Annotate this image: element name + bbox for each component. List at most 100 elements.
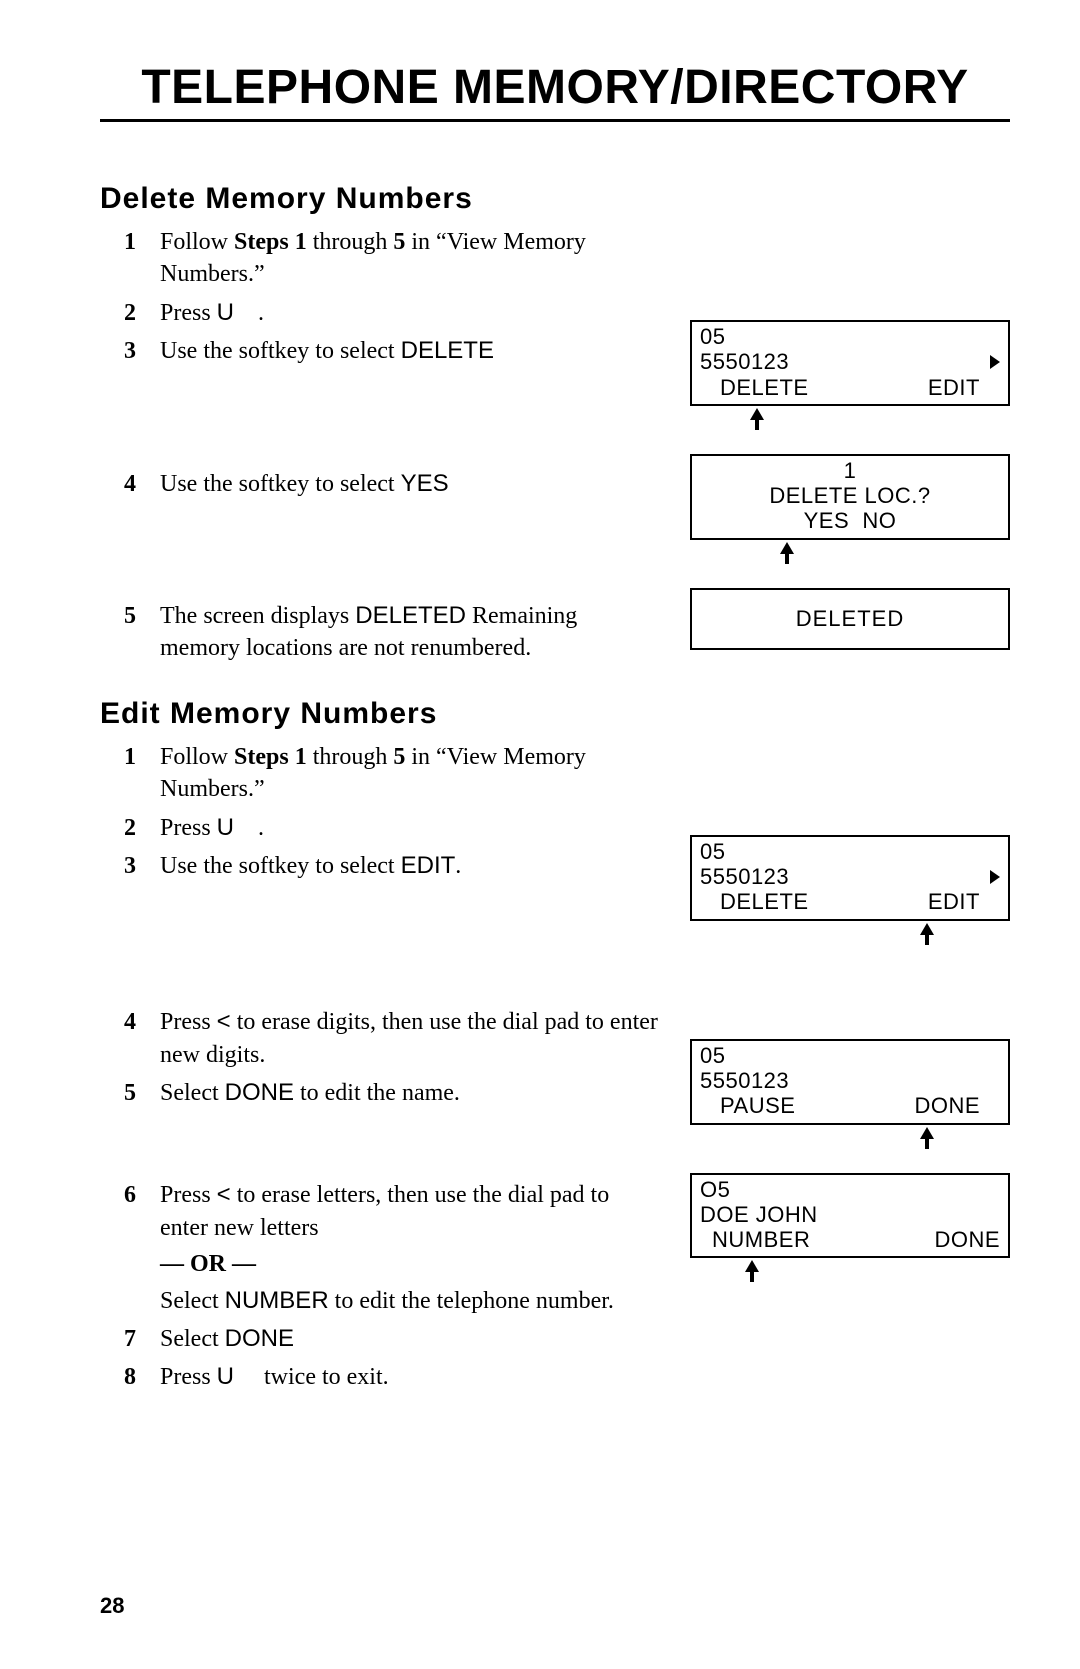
lcd-line: DELETE EDIT: [700, 375, 1000, 400]
lcd-line: 5550123: [700, 864, 1000, 889]
arrow-up-indicator: [690, 1260, 1010, 1286]
step-sans: <: [217, 1008, 231, 1035]
edit-steps-col: 1 Follow Steps 1 through 5 in “View Memo…: [100, 741, 660, 1400]
list-item: 7 Select DONE: [100, 1323, 660, 1355]
lcd-line: O5: [700, 1177, 1000, 1202]
lcd-line: 5550123: [700, 349, 1000, 374]
edit-block: 1 Follow Steps 1 through 5 in “View Memo…: [100, 741, 1010, 1400]
step-text: Select: [160, 1080, 225, 1106]
lcd-display: DELETED: [690, 588, 1010, 650]
lcd-text: EDIT: [928, 375, 980, 400]
step-sans: DELETE: [401, 337, 494, 364]
list-item: 2 Press U .: [100, 812, 660, 844]
lcd-line: DELETE LOC.?: [700, 483, 1000, 508]
step-text: Press: [160, 1009, 217, 1035]
step-text: Select: [160, 1288, 225, 1314]
list-item: 3 Use the softkey to select DELETE: [100, 335, 660, 461]
step-text: twice to exit.: [258, 1364, 389, 1390]
lcd-line: PAUSE DONE: [700, 1093, 1000, 1118]
step-text: .: [455, 853, 461, 879]
step-text: Follow: [160, 229, 234, 255]
step-text: to erase digits, then use the dial pad t…: [160, 1009, 658, 1067]
edit-displays-col: 05 5550123 DELETE EDIT 05 5550123 PAUSE …: [690, 741, 1010, 1307]
step-text: .: [258, 300, 264, 326]
lcd-line: 05: [700, 324, 1000, 349]
arrow-up-indicator: [690, 923, 1010, 949]
delete-block: 1 Follow Steps 1 through 5 in “View Memo…: [100, 226, 1010, 671]
lcd-text: 5550123: [700, 349, 789, 374]
lcd-text: DONE: [914, 1093, 980, 1118]
lcd-text: 5550123: [700, 864, 789, 889]
lcd-text: NO: [862, 508, 896, 533]
lcd-line: 05: [700, 1043, 1000, 1068]
step-text: to edit the name.: [294, 1080, 460, 1106]
step-sans: DONE: [225, 1325, 294, 1352]
lcd-line: 1: [700, 458, 1000, 483]
step-text: Press: [160, 300, 217, 326]
arrow-up-icon: [745, 1260, 759, 1282]
page-number: 28: [100, 1593, 124, 1619]
list-item: 1 Follow Steps 1 through 5 in “View Memo…: [100, 226, 660, 291]
lcd-text: EDIT: [928, 889, 980, 914]
arrow-up-indicator: [690, 408, 1010, 434]
step-bold: Steps 1: [234, 229, 307, 255]
lcd-display: O5 DOE JOHN NUMBER DONE: [690, 1173, 1010, 1259]
lcd-display: 05 5550123 DELETE EDIT: [690, 835, 1010, 921]
lcd-display: 05 5550123 PAUSE DONE: [690, 1039, 1010, 1125]
step-sans: NUMBER: [225, 1287, 329, 1314]
lcd-line: DELETE EDIT: [700, 889, 1000, 914]
step-sans: DELETED: [355, 602, 466, 629]
lcd-display: 1 DELETE LOC.? YES NO: [690, 454, 1010, 540]
step-text: Press: [160, 815, 217, 841]
step-sans: EDIT: [401, 852, 456, 879]
delete-steps-col: 1 Follow Steps 1 through 5 in “View Memo…: [100, 226, 660, 671]
list-item: 2 Press U .: [100, 297, 660, 329]
step-text: through: [307, 229, 394, 255]
lcd-text: NUMBER: [712, 1227, 810, 1252]
delete-steps: 1 Follow Steps 1 through 5 in “View Memo…: [100, 226, 660, 665]
step-text: Use the softkey to select: [160, 338, 401, 364]
step-bold: 5: [393, 229, 405, 255]
lcd-text: DELETE: [720, 375, 809, 400]
or-separator: — OR —: [160, 1248, 660, 1280]
list-item: 3 Use the softkey to select EDIT.: [100, 850, 660, 1000]
step-text: through: [307, 744, 394, 770]
page: TELEPHONE MEMORY/DIRECTORY Delete Memory…: [0, 0, 1080, 1669]
lcd-text: DONE: [934, 1227, 1000, 1252]
step-text: to edit the telephone number.: [329, 1288, 614, 1314]
step-sans: <: [217, 1181, 231, 1208]
arrow-up-indicator: [690, 1127, 1010, 1153]
lcd-text: YES: [804, 508, 850, 533]
list-item: 5 The screen displays DELETED Remaining …: [100, 600, 660, 665]
step-text: Press: [160, 1182, 217, 1208]
step-bold: Steps 1: [234, 744, 307, 770]
delete-displays-col: 05 5550123 DELETE EDIT 1 DELETE LOC.? YE…: [690, 226, 1010, 650]
list-item: 1 Follow Steps 1 through 5 in “View Memo…: [100, 741, 660, 806]
step-sans: DONE: [225, 1079, 294, 1106]
step-text: The screen displays: [160, 603, 355, 629]
list-item: 4 Press < to erase digits, then use the …: [100, 1006, 660, 1071]
lcd-line: NUMBER DONE: [700, 1227, 1000, 1252]
list-item: 4 Use the softkey to select YES: [100, 468, 660, 594]
arrow-up-indicator: [690, 542, 1010, 568]
edit-heading: Edit Memory Numbers: [100, 697, 1010, 731]
step-sans: U: [217, 299, 234, 326]
list-item: 8 Press U twice to exit.: [100, 1361, 660, 1393]
lcd-line: YES NO: [700, 508, 1000, 533]
lcd-text: PAUSE: [720, 1093, 795, 1118]
arrow-up-icon: [750, 408, 764, 430]
arrow-right-icon: [990, 870, 1000, 884]
page-title: TELEPHONE MEMORY/DIRECTORY: [100, 60, 1010, 122]
delete-heading: Delete Memory Numbers: [100, 182, 1010, 216]
lcd-display: 05 5550123 DELETE EDIT: [690, 320, 1010, 406]
step-text: Select: [160, 1326, 225, 1352]
arrow-up-icon: [780, 542, 794, 564]
step-sans: U: [217, 1363, 234, 1390]
step-text: Press: [160, 1364, 217, 1390]
step-text: Follow: [160, 744, 234, 770]
arrow-up-icon: [920, 923, 934, 945]
lcd-line: 05: [700, 839, 1000, 864]
step-text: .: [258, 815, 264, 841]
lcd-line: 5550123: [700, 1068, 1000, 1093]
list-item: 6 Press < to erase letters, then use the…: [100, 1179, 660, 1317]
